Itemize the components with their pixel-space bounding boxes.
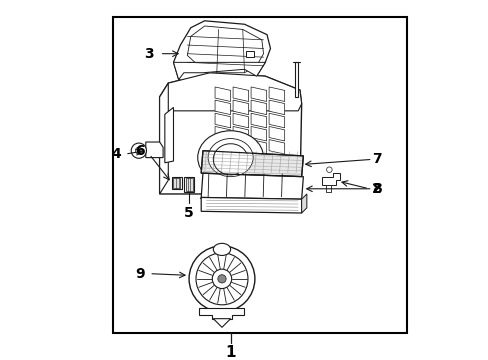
Polygon shape: [268, 140, 284, 154]
Polygon shape: [187, 26, 263, 73]
Bar: [113, 17, 407, 333]
Polygon shape: [250, 113, 266, 128]
Polygon shape: [201, 173, 303, 199]
Polygon shape: [164, 107, 173, 163]
Polygon shape: [145, 142, 163, 158]
Polygon shape: [199, 308, 244, 319]
Polygon shape: [215, 140, 230, 154]
Circle shape: [135, 147, 142, 154]
Ellipse shape: [213, 243, 230, 256]
Polygon shape: [159, 83, 168, 194]
Polygon shape: [215, 100, 230, 114]
Circle shape: [217, 275, 225, 283]
Polygon shape: [201, 197, 301, 213]
Polygon shape: [173, 178, 180, 188]
Bar: [246, 51, 253, 57]
Text: 9: 9: [135, 267, 144, 281]
Polygon shape: [268, 126, 284, 141]
Polygon shape: [250, 126, 266, 141]
Text: 1: 1: [225, 345, 235, 360]
Polygon shape: [159, 73, 301, 194]
Polygon shape: [250, 87, 266, 102]
Circle shape: [189, 246, 254, 312]
Text: 5: 5: [184, 206, 194, 220]
Text: 4: 4: [111, 147, 121, 161]
Circle shape: [196, 253, 247, 305]
Text: 8: 8: [371, 182, 381, 196]
Polygon shape: [268, 100, 284, 114]
Polygon shape: [185, 178, 192, 191]
Text: 7: 7: [371, 152, 381, 166]
Polygon shape: [213, 319, 230, 327]
Polygon shape: [173, 21, 270, 87]
Polygon shape: [250, 140, 266, 154]
Polygon shape: [183, 177, 194, 192]
Polygon shape: [233, 100, 248, 114]
Polygon shape: [173, 62, 265, 80]
Polygon shape: [233, 87, 248, 102]
Polygon shape: [201, 151, 303, 177]
Polygon shape: [215, 87, 230, 102]
Polygon shape: [250, 100, 266, 114]
Ellipse shape: [208, 139, 253, 177]
Circle shape: [212, 269, 231, 288]
Polygon shape: [233, 140, 248, 154]
Text: 6: 6: [135, 144, 144, 158]
Text: 2: 2: [371, 182, 381, 196]
Polygon shape: [268, 87, 284, 102]
Polygon shape: [215, 113, 230, 128]
Polygon shape: [294, 62, 298, 97]
Polygon shape: [325, 185, 330, 192]
Polygon shape: [268, 113, 284, 128]
Polygon shape: [322, 173, 339, 185]
Polygon shape: [233, 126, 248, 141]
Polygon shape: [233, 113, 248, 128]
Text: 3: 3: [144, 47, 154, 61]
Circle shape: [131, 143, 146, 158]
Ellipse shape: [197, 131, 263, 184]
Polygon shape: [215, 126, 230, 141]
Polygon shape: [171, 177, 182, 189]
Polygon shape: [301, 194, 306, 213]
Circle shape: [326, 167, 331, 172]
Polygon shape: [159, 73, 301, 111]
